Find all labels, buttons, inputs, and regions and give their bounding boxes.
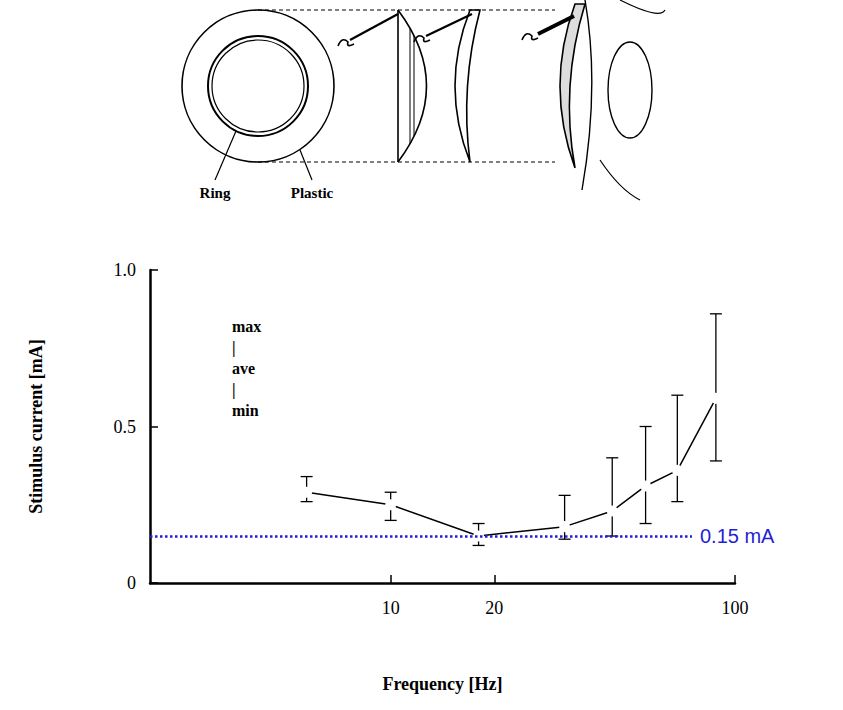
svg-text:ave: ave (232, 360, 255, 377)
svg-text:max: max (232, 318, 261, 335)
svg-text:0.15 mA: 0.15 mA (700, 525, 775, 547)
svg-text:Ring: Ring (200, 185, 231, 201)
svg-text:|: | (232, 381, 236, 399)
svg-text:0: 0 (127, 573, 136, 593)
svg-text:Plastic: Plastic (291, 185, 334, 201)
svg-text:Frequency [Hz]: Frequency [Hz] (382, 674, 502, 694)
svg-text:20: 20 (485, 598, 503, 618)
svg-text:|: | (232, 339, 236, 357)
svg-text:100: 100 (722, 598, 749, 618)
svg-text:10: 10 (382, 598, 400, 618)
svg-text:1.0: 1.0 (114, 260, 137, 280)
svg-text:0.5: 0.5 (114, 417, 137, 437)
svg-text:min: min (232, 402, 259, 419)
svg-text:Stimulus current [mA]: Stimulus current [mA] (26, 339, 46, 514)
